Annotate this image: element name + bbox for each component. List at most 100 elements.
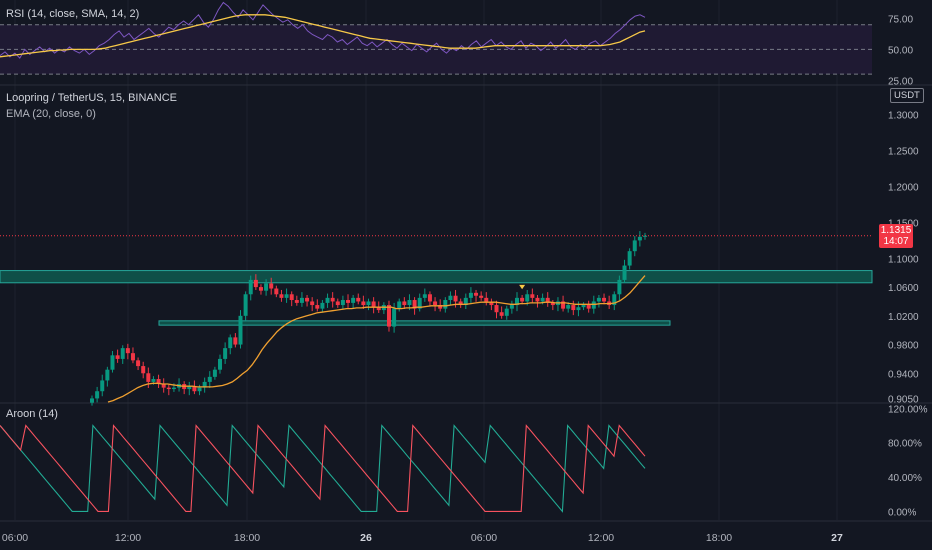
candle-body	[463, 297, 468, 306]
candle-body	[566, 305, 571, 309]
candle-body	[602, 297, 607, 302]
candle-body	[366, 301, 371, 306]
time-axis-label: 18:00	[706, 532, 732, 544]
support-zone[interactable]	[158, 320, 671, 326]
candle-body	[320, 302, 325, 309]
candle-body	[197, 387, 202, 392]
resistance-zone[interactable]	[0, 270, 873, 284]
candle-body	[90, 398, 94, 403]
candle-body	[550, 302, 555, 306]
candle-body	[310, 301, 315, 306]
candle-body	[187, 386, 192, 390]
candle-body	[561, 301, 566, 309]
aroon-tick-label: 0.00%	[888, 507, 916, 518]
candle-body	[407, 300, 412, 306]
time-axis-label: 27	[831, 532, 843, 544]
price-tick-label: 1.3000	[888, 111, 919, 122]
candle-body	[545, 297, 550, 303]
price-tick-label: 1.0600	[888, 283, 919, 294]
candle-body	[489, 301, 494, 306]
rsi-legend: RSI (14, close, SMA, 14, 2)	[6, 8, 140, 20]
candle-body	[207, 376, 212, 382]
candle-body	[371, 301, 376, 308]
candle-body	[223, 348, 228, 359]
rsi-line	[0, 1, 646, 59]
candle-body	[289, 294, 294, 301]
candle-body	[351, 297, 356, 303]
bar-countdown: 14:07	[883, 235, 909, 247]
candle-body	[427, 294, 432, 302]
candle-body	[397, 301, 402, 309]
candle-body	[468, 292, 473, 298]
candle-body	[479, 295, 484, 298]
candle-body	[335, 301, 340, 306]
candle-body	[392, 308, 397, 327]
candle-body	[581, 305, 586, 308]
candle-body	[258, 287, 263, 291]
candle-body	[202, 381, 207, 388]
candle-body	[248, 279, 253, 295]
candle-body	[151, 379, 156, 382]
candle-body	[433, 301, 438, 306]
candle-body	[520, 297, 525, 302]
candle-body	[305, 297, 310, 302]
candle-body	[130, 353, 135, 361]
candle-body	[643, 235, 647, 237]
currency-unit-badge[interactable]: USDT	[890, 88, 924, 103]
price-legend: Loopring / TetherUS, 15, BINANCE	[6, 92, 177, 104]
candle-body	[274, 288, 279, 295]
candle-body	[361, 301, 366, 306]
candle-body	[612, 294, 617, 306]
candle-body	[105, 369, 110, 381]
ema-line	[107, 275, 646, 403]
candle-body	[330, 297, 335, 302]
candle-body	[238, 315, 243, 345]
aroon-legend: Aroon (14)	[6, 408, 58, 420]
candle-body	[340, 300, 345, 306]
candle-body	[438, 305, 443, 309]
price-tick-label: 1.1000	[888, 254, 919, 265]
signal-marker	[519, 284, 526, 290]
candle-body	[514, 297, 519, 306]
candle-body	[356, 297, 361, 302]
time-axis-label: 12:00	[115, 532, 141, 544]
candle-body	[115, 355, 120, 359]
candle-body	[499, 312, 504, 316]
candle-body	[299, 297, 304, 303]
rsi-tick-label: 75.00	[888, 15, 913, 26]
candle-body	[617, 279, 622, 295]
candle-body	[376, 307, 381, 311]
candle-body	[156, 379, 161, 385]
candle-body	[141, 366, 146, 374]
time-axis-label: 06:00	[2, 532, 28, 544]
candle-body	[171, 387, 176, 390]
candle-body	[146, 373, 151, 382]
candle-body	[622, 265, 627, 280]
candle-body	[422, 294, 427, 298]
candle-body	[458, 301, 463, 306]
candle-body	[637, 236, 642, 241]
candle-body	[95, 391, 100, 399]
price-tick-label: 1.2500	[888, 147, 919, 158]
candle-body	[571, 305, 576, 311]
candle-body	[443, 300, 448, 309]
aroon-tick-label: 120.00%	[888, 404, 928, 415]
candle-body	[627, 251, 632, 266]
price-tick-label: 1.2000	[888, 183, 919, 194]
aroon-down-line	[0, 424, 646, 512]
ema-legend: EMA (20, close, 0)	[6, 108, 96, 120]
candle-body	[325, 297, 330, 303]
candle-body	[212, 369, 217, 377]
rsi-tick-label: 50.00	[888, 45, 913, 56]
candle-body	[525, 294, 530, 302]
candle-body	[504, 308, 509, 316]
candle-body	[110, 355, 115, 370]
rsi-ma-line	[0, 14, 646, 58]
candle-body	[243, 294, 248, 316]
candle-body	[412, 300, 417, 309]
candle-body	[596, 297, 601, 302]
candle-body	[161, 384, 166, 388]
time-axis-label: 12:00	[588, 532, 614, 544]
candle-body	[540, 297, 545, 302]
